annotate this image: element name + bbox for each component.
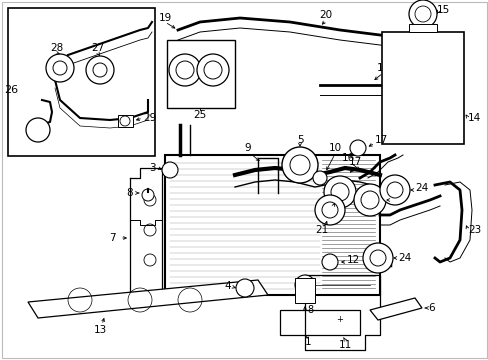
Circle shape <box>349 140 365 156</box>
Circle shape <box>362 243 392 273</box>
Text: +: + <box>336 315 343 324</box>
Text: 8: 8 <box>126 188 133 198</box>
Text: 5: 5 <box>296 135 303 145</box>
Bar <box>167 40 235 108</box>
Circle shape <box>169 54 201 86</box>
Bar <box>408 24 436 32</box>
Circle shape <box>162 162 178 178</box>
Circle shape <box>321 254 337 270</box>
Text: 7: 7 <box>108 233 115 243</box>
Circle shape <box>369 250 385 266</box>
Bar <box>8 8 155 156</box>
Circle shape <box>289 155 309 175</box>
Text: 24: 24 <box>414 183 427 193</box>
Circle shape <box>197 54 228 86</box>
Circle shape <box>330 183 348 201</box>
Text: 22: 22 <box>323 205 336 215</box>
Circle shape <box>53 61 67 75</box>
Text: 13: 13 <box>93 325 106 335</box>
Text: 1: 1 <box>304 337 311 347</box>
Text: 28: 28 <box>50 43 63 53</box>
Circle shape <box>324 176 355 208</box>
Circle shape <box>86 56 114 84</box>
Circle shape <box>408 0 436 28</box>
Circle shape <box>282 147 317 183</box>
Text: 17: 17 <box>347 157 361 167</box>
Bar <box>294 278 314 303</box>
Text: 9: 9 <box>244 143 251 153</box>
Text: 3: 3 <box>148 163 155 173</box>
Circle shape <box>143 194 156 206</box>
Bar <box>381 32 463 144</box>
Text: 12: 12 <box>346 255 360 265</box>
Circle shape <box>203 61 222 79</box>
Polygon shape <box>28 280 267 318</box>
Text: 21: 21 <box>315 225 328 235</box>
Bar <box>280 310 359 335</box>
Circle shape <box>294 275 314 295</box>
Text: 8: 8 <box>306 305 312 315</box>
Text: 14: 14 <box>467 113 480 123</box>
Bar <box>164 155 379 295</box>
Circle shape <box>321 202 337 218</box>
Circle shape <box>353 184 385 216</box>
Bar <box>118 115 133 127</box>
Circle shape <box>143 254 156 266</box>
Circle shape <box>142 189 154 201</box>
Text: 27: 27 <box>91 43 104 53</box>
Text: 29: 29 <box>142 113 156 123</box>
Text: 24: 24 <box>397 253 410 263</box>
Circle shape <box>143 224 156 236</box>
Text: 18: 18 <box>376 63 389 73</box>
Text: 22: 22 <box>387 195 401 205</box>
Text: 16: 16 <box>341 153 354 163</box>
Text: 11: 11 <box>338 340 351 350</box>
Text: 26: 26 <box>4 85 18 95</box>
Circle shape <box>176 61 194 79</box>
Circle shape <box>120 116 130 126</box>
Circle shape <box>414 6 430 22</box>
Text: 2: 2 <box>301 313 307 323</box>
Text: 25: 25 <box>193 110 206 120</box>
Circle shape <box>236 279 253 297</box>
Circle shape <box>312 171 326 185</box>
Text: 4: 4 <box>224 281 231 291</box>
Circle shape <box>379 175 409 205</box>
Text: 23: 23 <box>467 225 480 235</box>
Text: 15: 15 <box>435 5 448 15</box>
Text: 6: 6 <box>427 303 434 313</box>
Circle shape <box>386 182 402 198</box>
Circle shape <box>314 195 345 225</box>
Text: 19: 19 <box>158 13 171 23</box>
Circle shape <box>360 191 378 209</box>
Text: 20: 20 <box>319 10 332 20</box>
Text: 17: 17 <box>374 135 387 145</box>
Circle shape <box>26 118 50 142</box>
Circle shape <box>46 54 74 82</box>
Circle shape <box>93 63 107 77</box>
Polygon shape <box>369 298 421 320</box>
Text: 10: 10 <box>328 143 341 153</box>
